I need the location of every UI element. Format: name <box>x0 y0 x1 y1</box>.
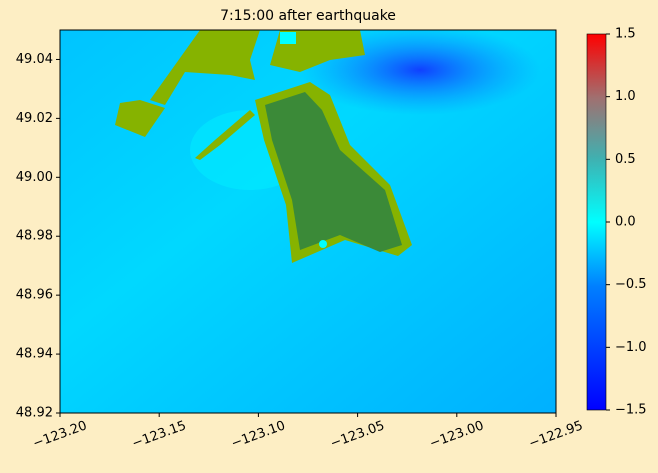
y-tick-label: 49.00 <box>16 170 53 185</box>
colorbar-tick-label: 0.0 <box>615 215 636 230</box>
heatmap-image <box>60 30 556 413</box>
colorbar <box>586 33 607 411</box>
colorbar-tick-label: −0.5 <box>615 277 647 292</box>
x-tick-label: −123.10 <box>229 418 287 451</box>
x-tick-label: −123.05 <box>329 418 387 451</box>
y-tick-label: 48.96 <box>16 288 53 303</box>
colorbar-tick-label: −1.0 <box>615 340 647 355</box>
x-tick-label: −123.15 <box>130 418 188 451</box>
colorbar-tick-label: 0.5 <box>615 152 636 167</box>
x-tick-label: −123.20 <box>31 418 89 451</box>
chart-title: 7:15:00 after earthquake <box>220 8 396 24</box>
x-tick-label: −123.00 <box>428 418 486 451</box>
y-tick-label: 49.02 <box>16 111 53 126</box>
y-tick-label: 48.98 <box>16 229 53 244</box>
x-tick-label: −122.95 <box>527 418 585 451</box>
y-tick-label: 49.04 <box>16 52 53 67</box>
y-tick-label: 48.92 <box>16 406 53 421</box>
plot-frame <box>59 29 557 414</box>
y-tick-label: 48.94 <box>16 347 53 362</box>
colorbar-tick-label: 1.5 <box>615 27 636 42</box>
colorbar-tick-label: 1.0 <box>615 89 636 104</box>
colorbar-tick-label: −1.5 <box>615 403 647 418</box>
